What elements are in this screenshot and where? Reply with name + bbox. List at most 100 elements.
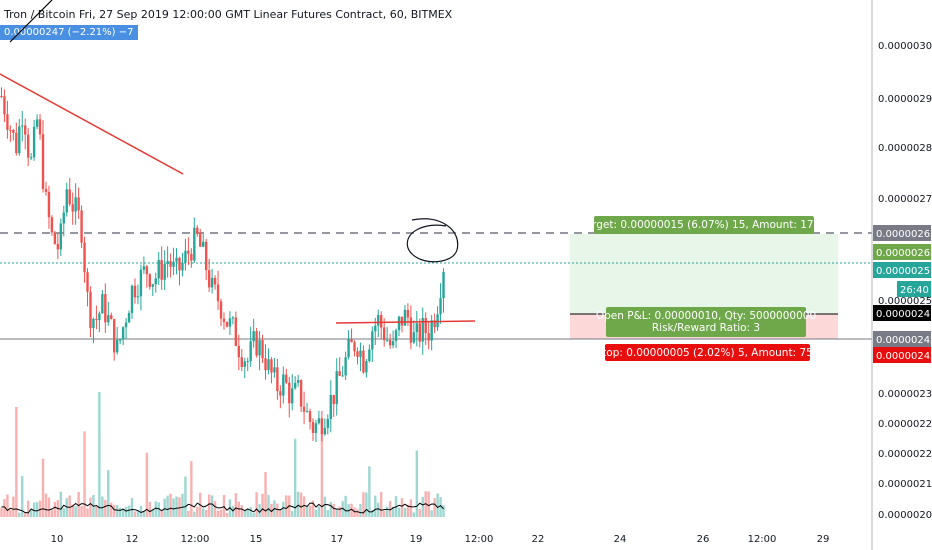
volume-bar <box>6 494 9 517</box>
price-tick-label: 0.00000226 <box>878 419 932 430</box>
volume-bar <box>50 510 54 517</box>
candle-body <box>344 357 347 376</box>
target-label-bg <box>594 216 814 234</box>
candle-body <box>433 320 436 328</box>
candle-body <box>332 394 335 405</box>
volume-bar <box>175 496 178 517</box>
candle-body <box>207 270 211 288</box>
volume-bar <box>296 491 300 517</box>
target-zone <box>570 234 838 314</box>
volume-bar <box>385 506 389 517</box>
time-tick-label: 24 <box>614 534 627 545</box>
candle-body <box>15 132 18 154</box>
volume-bar <box>202 508 205 517</box>
volume-bar <box>222 495 226 517</box>
candle-body <box>246 361 249 363</box>
candle-body <box>38 119 42 135</box>
candle-body <box>80 210 83 243</box>
candle-body <box>44 188 48 192</box>
volume-bar <box>83 431 86 517</box>
candle-body <box>83 242 86 273</box>
volume-bar <box>397 507 401 517</box>
volume-bar <box>374 495 377 517</box>
volume-bar <box>207 494 211 517</box>
volume-bar <box>65 498 68 517</box>
candle-body <box>305 411 309 413</box>
volume-bar <box>279 509 282 517</box>
target-label: Target: 0.00000015 (6.07%) 15, Amount: 1… <box>580 219 827 231</box>
time-axis[interactable]: 10 12 12:00 15 17 19 12:00 22 24 26 12:00 29 <box>51 534 830 545</box>
candle-body <box>279 391 282 396</box>
candle-body <box>50 217 54 233</box>
candle-body <box>113 319 116 353</box>
candle-body <box>26 134 30 158</box>
volume-bar <box>335 508 338 517</box>
volume-bar <box>353 507 356 517</box>
price-label-bg <box>897 281 931 297</box>
candle-body <box>234 317 238 346</box>
candle-body <box>219 301 223 319</box>
volume-bar <box>95 506 98 517</box>
volume-bar <box>0 507 3 517</box>
price-tick-label: 0.00000232 <box>878 389 932 400</box>
candle-body <box>249 341 252 362</box>
candle-body <box>196 227 199 234</box>
candle-body <box>136 296 140 298</box>
volume-bar <box>261 493 264 517</box>
volume-bar <box>299 492 303 517</box>
price-tick-label: 0.00000256 <box>878 296 932 307</box>
volume-bar <box>267 494 270 517</box>
position-tool[interactable] <box>0 232 872 340</box>
candle-body <box>121 327 125 340</box>
volume-bar <box>204 510 208 517</box>
candle-body <box>213 277 217 285</box>
volume-bar <box>110 502 113 517</box>
candle-body <box>311 422 315 433</box>
volume-bar <box>421 497 424 517</box>
volume-bar <box>121 509 125 517</box>
volume-bar <box>317 506 321 517</box>
candle-body <box>175 257 178 262</box>
volume-bar <box>115 505 119 517</box>
candle-body <box>243 361 246 367</box>
candle-body <box>190 253 193 261</box>
candle-body <box>302 406 306 412</box>
candle-body <box>314 423 318 433</box>
volume-bar <box>439 497 442 517</box>
time-tick-label: 17 <box>331 534 344 545</box>
price-label: 0.00000257 <box>876 266 932 277</box>
volume-bar <box>436 493 439 517</box>
volume-bar <box>130 497 134 517</box>
candle-body <box>317 418 321 424</box>
volume-bar <box>302 496 306 517</box>
volume-bar <box>311 500 315 517</box>
candle-body <box>338 371 341 376</box>
volume-bar <box>216 510 220 517</box>
candle-body <box>92 318 95 329</box>
price-label-bg <box>873 225 931 241</box>
candle-body <box>56 243 60 250</box>
trendline <box>0 73 184 175</box>
candle-body <box>110 315 113 320</box>
volume-bar <box>252 512 255 517</box>
volume-bar <box>391 506 395 517</box>
volume-bar <box>427 491 430 517</box>
pnl-label-bg <box>606 307 806 337</box>
candle-body <box>6 114 9 130</box>
volume-bar <box>160 510 163 517</box>
volume-bar <box>142 511 146 517</box>
candle-body <box>341 375 344 377</box>
volume-bar <box>21 476 24 517</box>
volume-bar <box>86 508 89 517</box>
volume-bar <box>68 495 71 517</box>
volume-bar <box>332 503 335 517</box>
candle-body <box>151 284 154 287</box>
candle-body <box>225 321 229 327</box>
drawings[interactable] <box>0 0 476 324</box>
position-labels: Target: 0.00000015 (6.07%) 15, Amount: 1… <box>580 216 827 361</box>
volume-bar <box>178 497 181 517</box>
candle-body <box>124 322 128 328</box>
candle-body <box>391 341 395 346</box>
